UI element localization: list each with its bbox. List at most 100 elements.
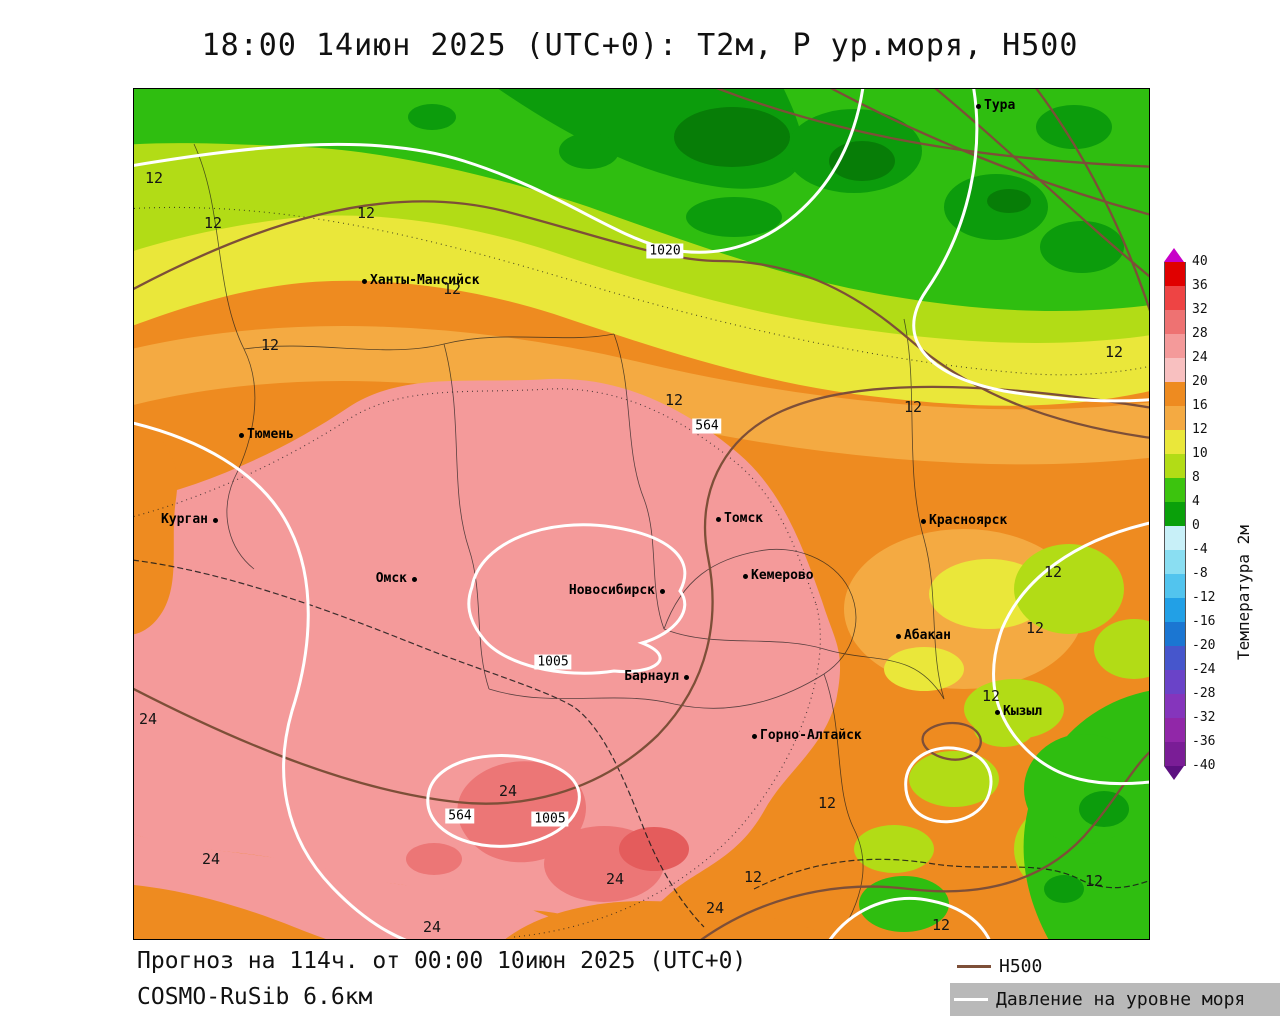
colorbar-band [1165, 742, 1185, 766]
isotherm-value-label: 12 [1043, 563, 1063, 581]
city-label: Омск [375, 571, 407, 586]
pressure-contours [134, 89, 1149, 939]
isotherm-value-label: 12 [260, 336, 280, 354]
h500-line-sample [957, 964, 991, 968]
colorbar-band [1165, 694, 1185, 718]
city-dot [920, 518, 926, 524]
colorbar-band [1165, 478, 1185, 502]
isotherm-value-label: 24 [422, 918, 442, 936]
city-label: Курган [161, 512, 208, 527]
city-dot [659, 588, 665, 594]
colorbar-tick-label: 4 [1192, 494, 1200, 509]
colorbar-tick-label: -20 [1192, 638, 1216, 653]
region-borders [193, 143, 945, 920]
isotherm-value-label: 12 [981, 687, 1001, 705]
colorbar-tick-label: 40 [1192, 254, 1208, 269]
city-dot [895, 633, 901, 639]
contour-value-label: 564 [692, 418, 722, 434]
colorbar-tick-label: 16 [1192, 398, 1208, 413]
city-label: Горно-Алтайск [760, 728, 862, 743]
isotherm-value-label: 12 [356, 204, 376, 222]
city-dot [742, 573, 748, 579]
colorbar-band [1165, 718, 1185, 742]
colorbar-band [1165, 406, 1185, 430]
colorbar-band [1165, 334, 1185, 358]
isotherm-value-label: 24 [605, 870, 625, 888]
contour-value-label: 1005 [531, 811, 569, 827]
isotherm-value-label: 12 [664, 391, 684, 409]
colorbar-band [1165, 454, 1185, 478]
colorbar-band [1165, 574, 1185, 598]
legend-pressure: Давление на уровне моря [950, 983, 1280, 1016]
isotherm-value-label: 24 [138, 710, 158, 728]
city-label: Красноярск [929, 513, 1008, 528]
colorbar-band [1165, 262, 1185, 286]
city-dot [715, 516, 721, 522]
colorbar-band [1165, 670, 1185, 694]
colorbar-band [1165, 382, 1185, 406]
isotherm-value-label: 12 [1025, 619, 1045, 637]
colorbar-title: Температура 2м [1234, 525, 1253, 660]
isotherm-value-label: 24 [201, 850, 221, 868]
city-dot [361, 278, 367, 284]
colorbar-bands [1164, 262, 1186, 766]
isotherm-value-label: 12 [903, 398, 923, 416]
contour-value-label: 1005 [534, 654, 572, 670]
isotherm-value-label: 12 [1084, 872, 1104, 890]
colorbar-band [1165, 430, 1185, 454]
legend-h500: H500 [953, 953, 1280, 979]
city-dot [683, 674, 689, 680]
colorbar-tick-label: 32 [1192, 302, 1208, 317]
city-label: Кемерово [751, 568, 814, 583]
map-svg [134, 89, 1149, 939]
city-dot [212, 517, 218, 523]
city-label: Тюмень [247, 427, 294, 442]
isotherm-value-label: 12 [203, 214, 223, 232]
city-label: Кызыл [1003, 704, 1043, 719]
colorbar-arrow-top [1164, 248, 1184, 262]
city-dot [975, 103, 981, 109]
isotherm-value-label: 12 [743, 868, 763, 886]
page-title: 18:00 14июн 2025 (UTC+0): Т2м, P ур.моря… [201, 28, 1079, 63]
pressure-line-sample [954, 998, 988, 1001]
colorbar-band [1165, 646, 1185, 670]
state-borders [134, 559, 1149, 928]
colorbar-tick-label: -36 [1192, 734, 1216, 749]
legend-h500-label: H500 [999, 955, 1043, 977]
isotherm-value-label: 12 [1104, 343, 1124, 361]
colorbar-tick-label: 28 [1192, 326, 1208, 341]
colorbar-tick-label: -16 [1192, 614, 1216, 629]
colorbar-tick-label: 24 [1192, 350, 1208, 365]
city-label: Ханты-Мансийск [370, 273, 480, 288]
isotherm-value-label: 12 [817, 794, 837, 812]
colorbar-band [1165, 502, 1185, 526]
colorbar-band [1165, 550, 1185, 574]
colorbar-band [1165, 310, 1185, 334]
map-label-overlay: Тура Ханты-Мансийск Тюмень Курган Омск Томск Н… [134, 89, 1149, 939]
model-info: COSMO-RuSib 6.6км [137, 984, 373, 1010]
colorbar-band [1165, 358, 1185, 382]
colorbar-tick-label: 10 [1192, 446, 1208, 461]
city-dot [411, 576, 417, 582]
colorbar-ticks: 40 36 32 28 24 20 16 12 10 8 4 0 -4 -8 -12 -16 -20 -24 -28… [1192, 254, 1232, 782]
city-label: Барнаул [624, 669, 679, 684]
isotherm-value-label: 24 [498, 782, 518, 800]
isotherm-value-label: 12 [442, 280, 462, 298]
city-label: Новосибирск [568, 583, 655, 598]
colorbar-band [1165, 286, 1185, 310]
temperature-colorbar [1164, 248, 1186, 780]
contour-value-label: 564 [445, 808, 475, 824]
city-label: Тура [984, 98, 1016, 113]
colorbar-tick-label: -28 [1192, 686, 1216, 701]
colorbar-tick-label: -32 [1192, 710, 1216, 725]
colorbar-tick-label: -40 [1192, 758, 1216, 773]
city-dot [238, 432, 244, 438]
colorbar-tick-label: -12 [1192, 590, 1216, 605]
colorbar-tick-label: 0 [1192, 518, 1200, 533]
colorbar-tick-label: -8 [1192, 566, 1208, 581]
legend-pressure-label: Давление на уровне моря [996, 989, 1246, 1010]
city-dot [994, 709, 1000, 715]
colorbar-tick-label: 36 [1192, 278, 1208, 293]
colorbar-tick-label: -24 [1192, 662, 1216, 677]
